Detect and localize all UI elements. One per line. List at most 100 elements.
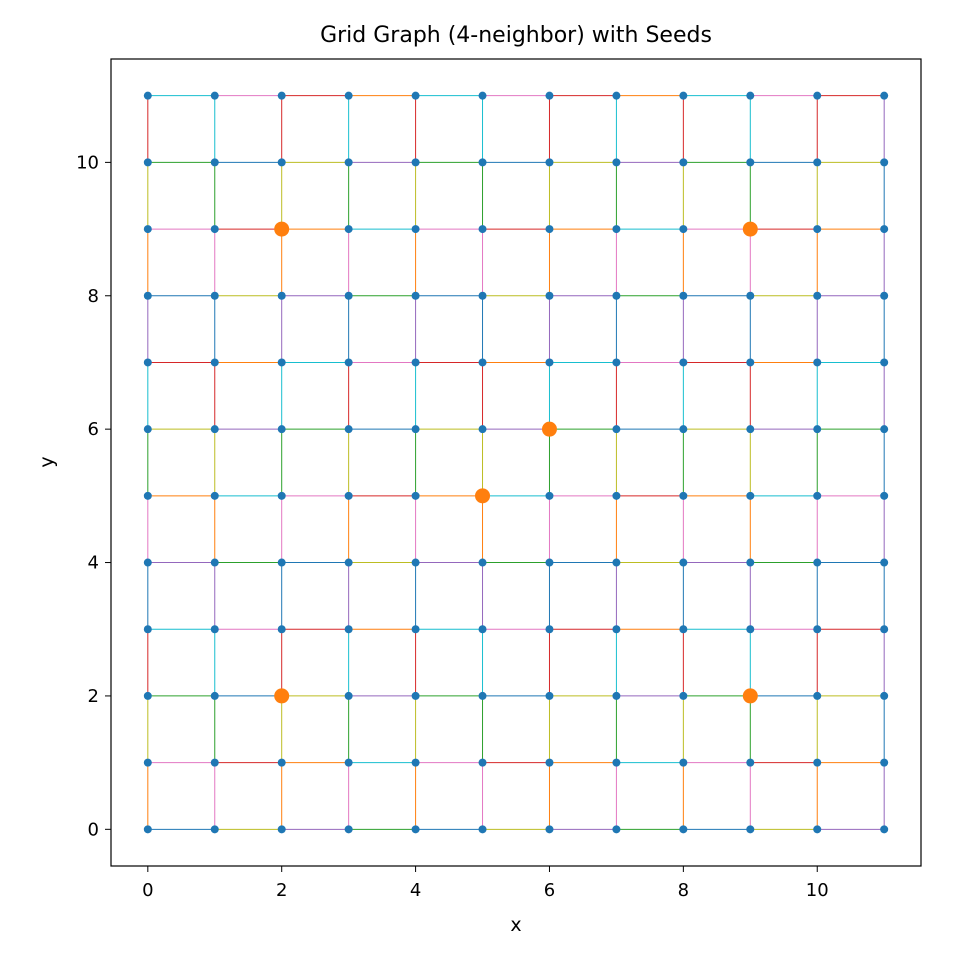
graph-node [813,225,822,234]
graph-node [277,291,286,300]
graph-node [411,158,420,167]
graph-node [612,758,621,767]
graph-node [880,625,889,634]
graph-node [746,291,755,300]
seed-point [541,421,557,437]
y-tick-label: 6 [88,419,99,440]
graph-node [880,158,889,167]
graph-node [679,358,688,367]
graph-node [813,825,822,834]
graph-node [612,625,621,634]
graph-node [277,491,286,500]
graph-node [880,825,889,834]
y-tick-label: 8 [88,286,99,307]
y-tick-label: 10 [76,152,99,173]
graph-node [880,358,889,367]
graph-node [143,358,152,367]
graph-node [210,691,219,700]
graph-node [344,158,353,167]
seed-point [742,688,758,704]
graph-node [143,91,152,100]
graph-node [210,225,219,234]
seed-point [274,221,290,237]
graph-node [813,558,822,567]
graph-node [813,625,822,634]
graph-node [277,825,286,834]
graph-node [880,225,889,234]
graph-node [411,91,420,100]
graph-node [679,825,688,834]
graph-node [478,425,487,434]
graph-node [143,425,152,434]
graph-node [411,625,420,634]
graph-node [679,91,688,100]
graph-node [411,358,420,367]
graph-node [210,291,219,300]
graph-node [411,691,420,700]
graph-node [478,225,487,234]
graph-node [612,358,621,367]
graph-node [411,291,420,300]
x-tick-label: 8 [678,880,689,901]
graph-node [344,358,353,367]
graph-node [679,291,688,300]
graph-node [210,625,219,634]
graph-node [143,558,152,567]
x-axis-ticks: 0 2 4 6 8 10 [142,866,829,901]
graph-node [679,158,688,167]
y-axis-label: y [36,456,58,467]
graph-node [545,491,554,500]
graph-node [545,158,554,167]
graph-node [478,158,487,167]
graph-node [880,91,889,100]
graph-node [478,291,487,300]
graph-node [746,91,755,100]
graph-node [277,558,286,567]
plot-frame [110,58,922,867]
graph-node [344,825,353,834]
y-tick-label: 2 [88,686,99,707]
graph-node [210,158,219,167]
graph-node [545,291,554,300]
graph-node [880,491,889,500]
graph-node [880,691,889,700]
graph-node [411,425,420,434]
graph-node [143,625,152,634]
graph-node [478,91,487,100]
graph-node [813,491,822,500]
graph-node [143,225,152,234]
graph-node [679,225,688,234]
graph-node [143,758,152,767]
graph-node [344,625,353,634]
graph-node [210,758,219,767]
graph-node [813,758,822,767]
graph-node [746,158,755,167]
graph-node [612,825,621,834]
graph-node [143,691,152,700]
graph-node [411,558,420,567]
graph-node [746,758,755,767]
graph-node [411,491,420,500]
graph-node [545,558,554,567]
graph-node [411,758,420,767]
graph-node [545,625,554,634]
graph-node [679,691,688,700]
graph-node [210,91,219,100]
graph-node [612,225,621,234]
graph-node [143,491,152,500]
graph-node [612,291,621,300]
graph-node [545,691,554,700]
y-axis-ticks: 0 2 4 6 8 10 [76,152,111,840]
graph-node [679,491,688,500]
graph-node [143,158,152,167]
chart-title: Grid Graph (4-neighbor) with Seeds [320,23,712,48]
graph-node [478,758,487,767]
graph-node [478,691,487,700]
graph-node [880,291,889,300]
graph-node [143,291,152,300]
graph-node [344,225,353,234]
graph-node [746,491,755,500]
graph-node [545,225,554,234]
graph-node [210,558,219,567]
